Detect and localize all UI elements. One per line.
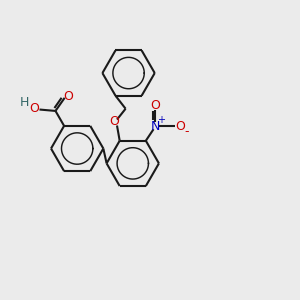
Text: O: O xyxy=(63,90,73,103)
Text: O: O xyxy=(175,120,185,133)
Text: O: O xyxy=(150,99,160,112)
Text: +: + xyxy=(157,115,165,125)
Text: N: N xyxy=(151,120,160,133)
Text: H: H xyxy=(20,97,29,110)
Text: -: - xyxy=(184,125,189,138)
Text: O: O xyxy=(110,116,120,128)
Text: O: O xyxy=(29,102,39,115)
